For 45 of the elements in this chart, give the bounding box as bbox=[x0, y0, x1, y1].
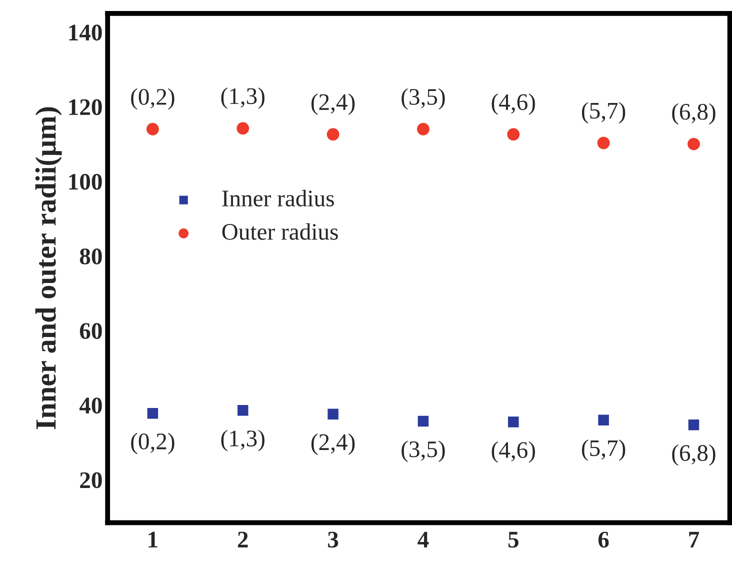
point bbox=[688, 420, 700, 430]
x-tick-label: 4 bbox=[418, 532, 429, 548]
x-tick-label: 2 bbox=[238, 532, 248, 548]
x-tick-label: 6 bbox=[598, 532, 609, 548]
point bbox=[146, 122, 159, 136]
point bbox=[236, 122, 250, 135]
annotation: (1,3) bbox=[221, 430, 264, 452]
point bbox=[237, 405, 248, 416]
y-tick-label: 80 bbox=[80, 248, 102, 264]
y-axis-title: Inner and outer radii(μm) bbox=[35, 107, 62, 430]
annotation: (4,6) bbox=[492, 441, 535, 463]
annotation: (3,5) bbox=[402, 440, 445, 462]
y-tick-label: 100 bbox=[69, 174, 102, 190]
annotation: (5,7) bbox=[582, 440, 626, 461]
x-tick-label: 7 bbox=[689, 532, 700, 548]
annotation: (1,3) bbox=[221, 88, 264, 109]
legend-label: Inner radius bbox=[222, 190, 334, 206]
annotation: (2,4) bbox=[311, 434, 355, 455]
annotation: (3,5) bbox=[402, 88, 445, 110]
x-tick-label: 5 bbox=[508, 532, 518, 548]
point bbox=[598, 414, 609, 426]
point bbox=[688, 138, 700, 150]
point bbox=[326, 128, 340, 141]
point bbox=[597, 136, 610, 150]
annotation: (2,4) bbox=[311, 93, 355, 115]
annotation: (6,8) bbox=[672, 103, 716, 125]
point bbox=[328, 408, 338, 420]
annotation: (0,2) bbox=[131, 432, 174, 454]
annotation: (4,6) bbox=[492, 93, 535, 115]
point bbox=[507, 128, 520, 141]
point bbox=[417, 122, 430, 136]
y-tick-label: 20 bbox=[80, 472, 102, 488]
legend-label: Outer radius bbox=[222, 223, 338, 240]
annotation: (6,8) bbox=[672, 444, 716, 466]
y-tick-label: 40 bbox=[79, 398, 102, 414]
y-tick-label: 120 bbox=[69, 99, 102, 116]
point bbox=[508, 416, 519, 428]
annotation: (5,7) bbox=[582, 102, 626, 124]
point bbox=[418, 416, 429, 427]
x-tick-label: 1 bbox=[148, 532, 158, 548]
y-tick-label: 60 bbox=[80, 323, 102, 339]
annotation: (0,2) bbox=[131, 88, 174, 110]
y-tick-label: 140 bbox=[69, 24, 102, 41]
point bbox=[147, 408, 158, 419]
x-tick-label: 3 bbox=[328, 532, 338, 548]
